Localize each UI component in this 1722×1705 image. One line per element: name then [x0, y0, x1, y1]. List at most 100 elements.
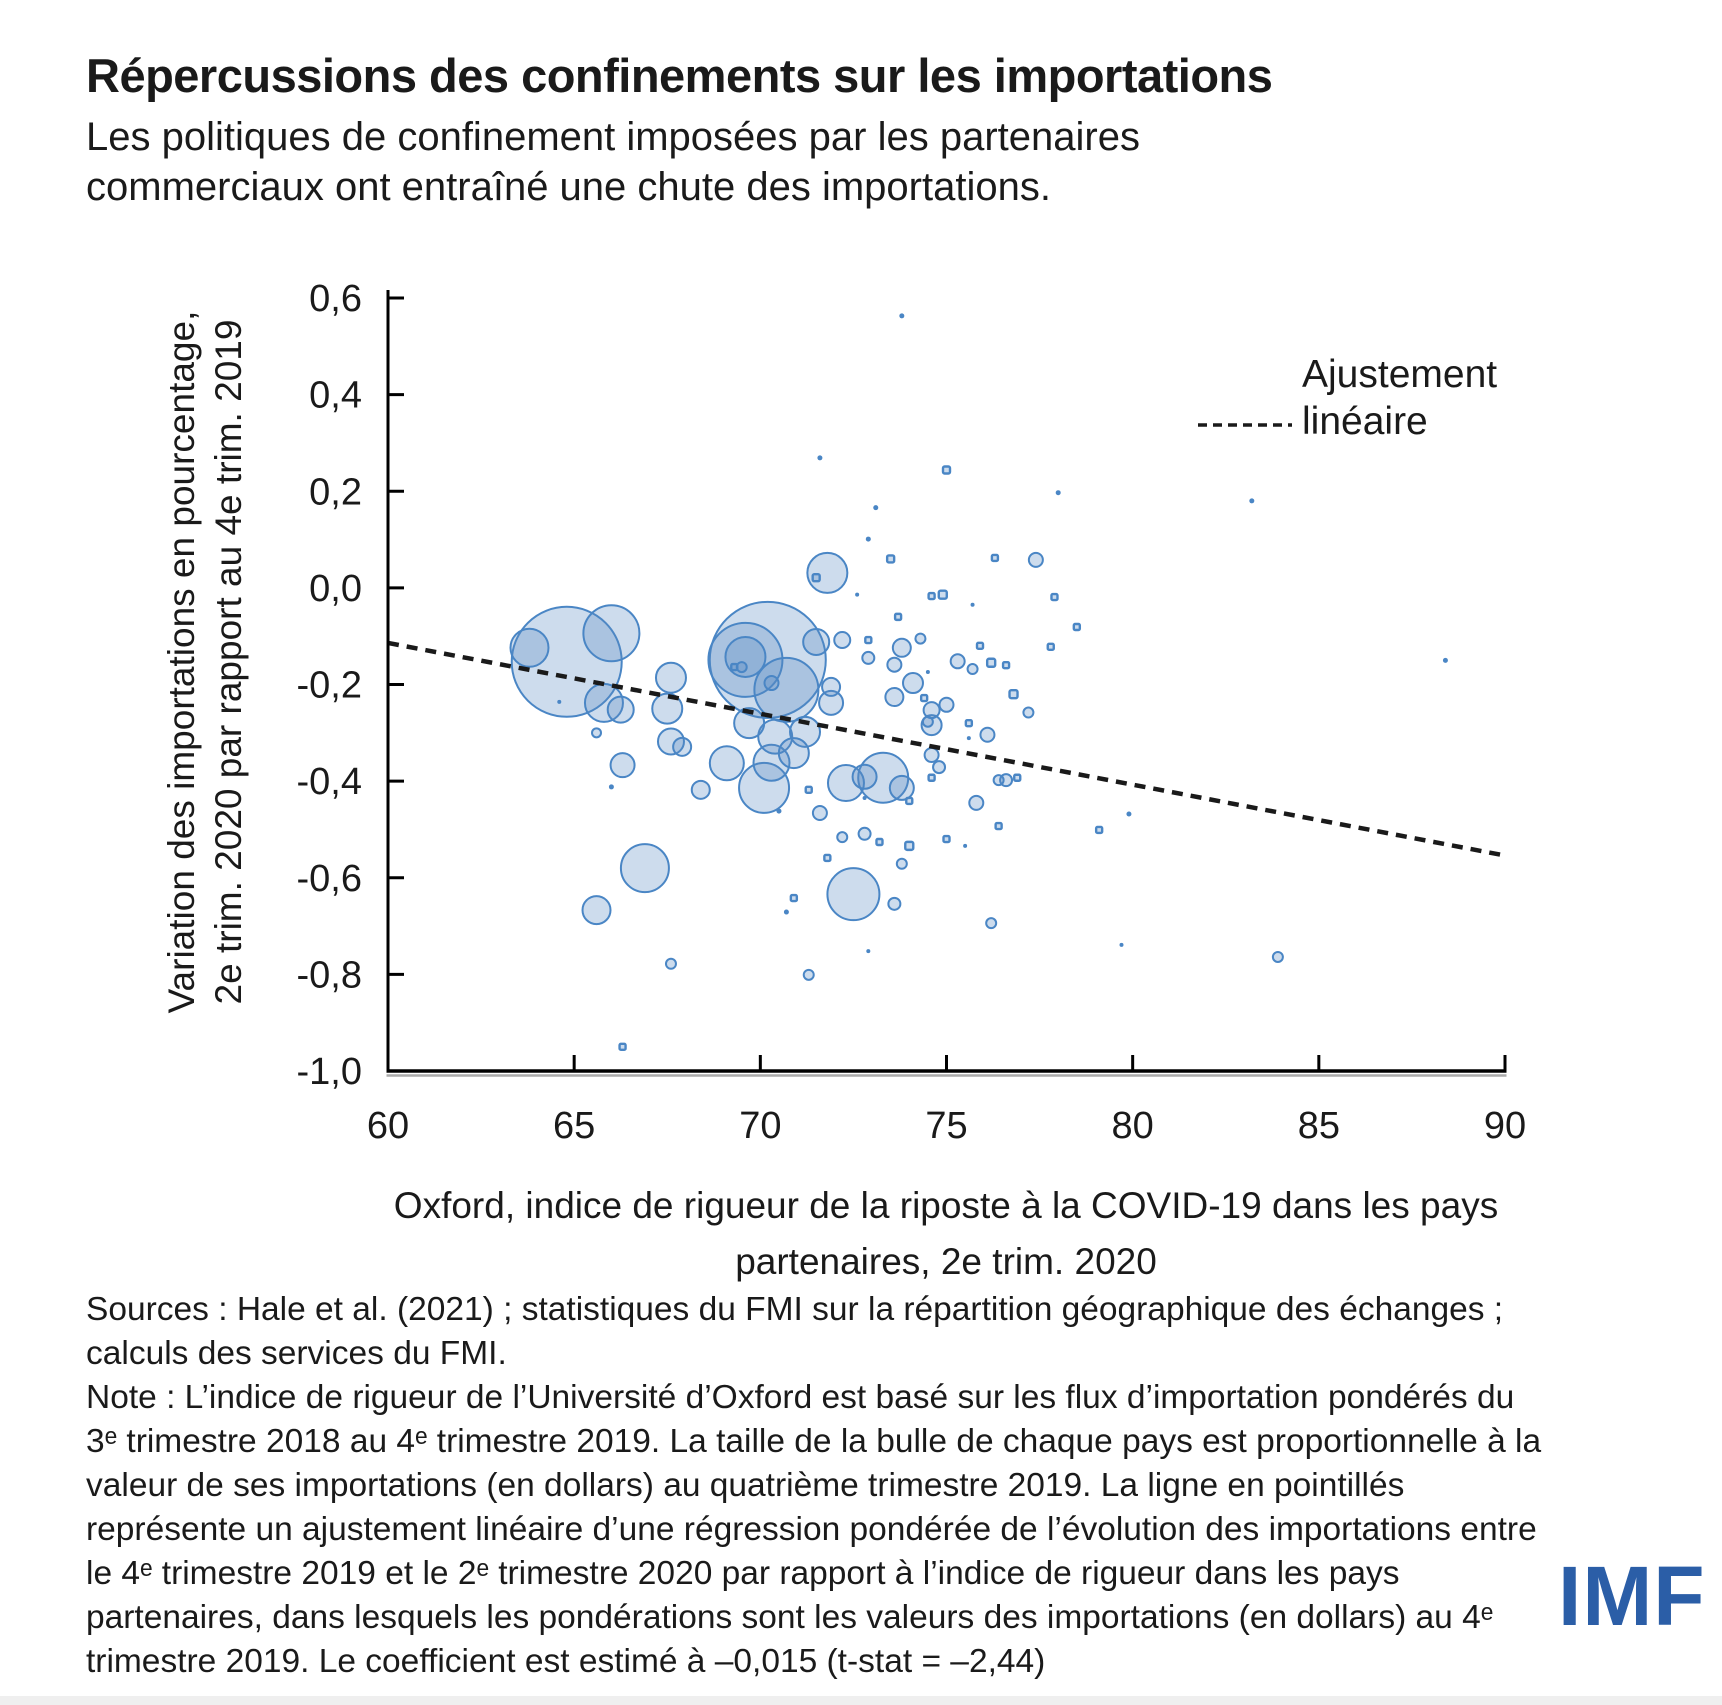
bubble [901, 672, 924, 695]
bubble [818, 689, 845, 716]
bubble [738, 761, 791, 814]
bubble [895, 857, 908, 870]
bubble [708, 745, 745, 782]
bubble [942, 834, 951, 844]
bubble [921, 715, 934, 728]
bubble [730, 662, 739, 672]
bubble [606, 695, 635, 724]
note-line: Note : L’indice de rigueur de l’Universi… [86, 1379, 1515, 1416]
y-axis-title-line2: 2e trim. 2020 par rapport au 4e trim. 20… [208, 319, 249, 1005]
bubble [836, 831, 849, 844]
bubble [938, 696, 955, 713]
bubble [608, 784, 614, 790]
bubble [806, 551, 849, 594]
bubble [582, 604, 641, 663]
bubble [654, 661, 687, 694]
y-tick-label: 0,0 [309, 568, 362, 610]
bubble [861, 650, 876, 665]
bubble [789, 893, 799, 903]
bubble [966, 663, 979, 676]
note-line: le 4ᵉ trimestre 2019 et le 2ᵉ trimestre … [86, 1555, 1400, 1592]
bubble [1249, 498, 1255, 504]
bubble [753, 656, 820, 723]
bubble [937, 589, 948, 600]
bubble [823, 853, 832, 863]
bubble [873, 505, 879, 511]
bubble [776, 808, 782, 814]
bubble [862, 796, 867, 801]
bubble [724, 635, 767, 678]
bubble [1027, 551, 1044, 568]
y-tick-label: 0,2 [309, 471, 362, 513]
x-tick-label: 80 [1112, 1105, 1154, 1147]
bubble [914, 632, 927, 645]
y-axis-title-line1: Variation des importations en pourcentag… [161, 310, 202, 1014]
bubble [707, 621, 784, 698]
bubble [927, 773, 936, 782]
bubble [708, 600, 827, 719]
bubble [618, 1042, 627, 1052]
bubble [1055, 490, 1061, 496]
bubble [886, 656, 903, 673]
bubble [970, 602, 975, 607]
bubble [1046, 642, 1055, 652]
bubble [1072, 622, 1082, 632]
bubble [1094, 825, 1104, 835]
imf-logo: IMF [1558, 1549, 1706, 1643]
bubble [733, 707, 766, 740]
bubble [826, 764, 865, 803]
y-tick-label: -0,4 [297, 761, 362, 803]
bubble [922, 701, 941, 720]
bubble [1271, 950, 1284, 963]
bubble [783, 909, 789, 915]
legend-label-line2: linéaire [1302, 400, 1428, 443]
bubble [609, 752, 636, 779]
bubble [864, 635, 873, 645]
legend-label-line1: Ajustement [1302, 353, 1498, 396]
page-subtitle: Les politiques de confinement imposées p… [86, 115, 1140, 209]
bubble [690, 779, 711, 800]
y-axis-title: Variation des importations en pourcentag… [158, 192, 252, 1132]
note-line: trimestre 2019. Le coefficient est estim… [86, 1643, 1046, 1680]
bubble [985, 917, 998, 930]
bubble [1050, 592, 1059, 602]
bubble [975, 641, 985, 651]
bubble [802, 627, 831, 656]
bubble [777, 737, 810, 770]
x-axis-title-text: Oxford, indice de rigueur de la riposte … [393, 1185, 1499, 1282]
y-tick-label: -0,2 [297, 665, 362, 707]
bubble [932, 760, 947, 775]
y-tick-label: 0,6 [309, 278, 362, 320]
x-tick-label: 85 [1298, 1105, 1340, 1147]
note-line: Sources : Hale et al. (2021) ; statistiq… [86, 1291, 1504, 1328]
bubble [757, 718, 794, 755]
x-axis-title: Oxford, indice de rigueur de la riposte … [346, 1178, 1546, 1290]
bubble [855, 592, 860, 597]
bubble [857, 826, 872, 841]
bubble [905, 796, 914, 806]
bubble [1013, 773, 1022, 782]
legend-label: Ajustement linéaire [1302, 351, 1497, 445]
bubble [802, 968, 815, 981]
bubble [963, 843, 968, 848]
bubble [904, 840, 915, 852]
bubble [581, 895, 612, 926]
bubble [557, 699, 562, 704]
bubble [979, 726, 996, 743]
bubble [651, 692, 684, 725]
bubble [994, 821, 1003, 831]
bubble [966, 736, 971, 741]
bubble [1126, 811, 1132, 817]
bubble [510, 605, 623, 718]
x-tick-label: 75 [925, 1105, 967, 1147]
bubble [817, 455, 823, 461]
bubble [968, 794, 985, 811]
bubble [899, 313, 905, 319]
y-tick-label: -1,0 [297, 1051, 362, 1093]
bubble [763, 675, 780, 692]
note-line: valeur de ses importations (en dollars) … [86, 1467, 1405, 1504]
bubble [591, 727, 603, 739]
bubble [1442, 657, 1448, 663]
